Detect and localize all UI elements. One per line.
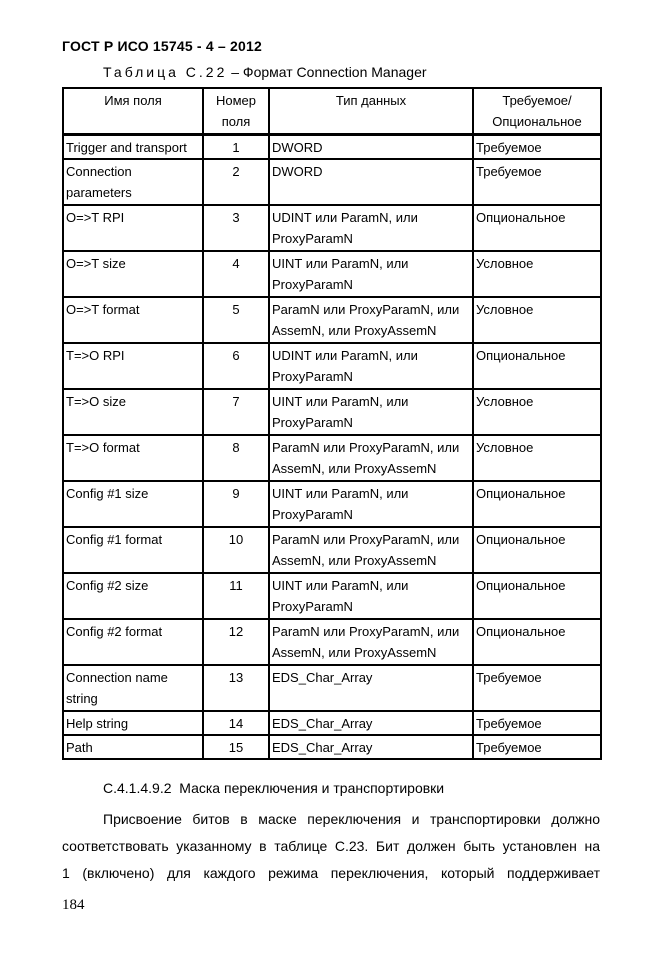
cell-data-type: UINT или ParamN, или ProxyParamN [268,572,474,620]
table-row: Config #2 format 12 ParamN или ProxyPara… [62,618,602,666]
table-row: Connection name string 13 EDS_Char_Array… [62,664,602,712]
table-row: T=>O format 8 ParamN или ProxyParamN, ил… [62,434,602,482]
connection-manager-format-table: Имя поля Номер поля Тип данных Требуемое… [62,87,602,760]
cell-field-number: 13 [202,664,270,712]
cell-requirement: Требуемое [472,710,602,736]
cell-requirement: Требуемое [472,664,602,712]
cell-field-name: Help string [62,710,204,736]
table-row: O=>T RPI 3 UDINT или ParamN, или ProxyPa… [62,204,602,252]
table-row: Trigger and transport 1 DWORD Требуемое [62,133,602,160]
cell-requirement: Опциональное [472,342,602,390]
table-row: Connection parameters 2 DWORD Требуемое [62,158,602,206]
cell-field-name: Config #2 size [62,572,204,620]
table-row: T=>O RPI 6 UDINT или ParamN, или ProxyPa… [62,342,602,390]
cell-data-type: ParamN или ProxyParamN, или AssemN, или … [268,526,474,574]
cell-field-number: 4 [202,250,270,298]
table-caption-text: – Формат Connection Manager [227,64,427,80]
cell-field-number: 3 [202,204,270,252]
cell-requirement: Требуемое [472,734,602,760]
cell-data-type: UINT или ParamN, или ProxyParamN [268,388,474,436]
cell-data-type: ParamN или ProxyParamN, или AssemN, или … [268,618,474,666]
cell-data-type: UINT или ParamN, или ProxyParamN [268,480,474,528]
table-row: Config #1 size 9 UINT или ParamN, или Pr… [62,480,602,528]
cell-requirement: Опциональное [472,480,602,528]
cell-field-name: Config #1 format [62,526,204,574]
cell-field-number: 15 [202,734,270,760]
table-caption: Таблица С.22 – Формат Connection Manager [103,64,661,81]
cell-requirement: Опциональное [472,526,602,574]
cell-data-type: EDS_Char_Array [268,710,474,736]
paragraph-line: соответствовать указанному в таблице С.2… [62,838,600,854]
cell-field-name: T=>O RPI [62,342,204,390]
cell-field-name: Trigger and transport [62,133,204,160]
cell-field-name: Path [62,734,204,760]
table-header-row: Имя поля Номер поля Тип данных Требуемое… [62,87,602,136]
cell-field-name: Config #2 format [62,618,204,666]
cell-data-type: ParamN или ProxyParamN, или AssemN, или … [268,296,474,344]
cell-requirement: Условное [472,296,602,344]
cell-field-name: Connection name string [62,664,204,712]
cell-field-name: T=>O size [62,388,204,436]
cell-data-type: EDS_Char_Array [268,734,474,760]
cell-requirement: Условное [472,434,602,482]
table-row: Path 15 EDS_Char_Array Требуемое [62,734,602,760]
cell-field-number: 11 [202,572,270,620]
cell-data-type: DWORD [268,158,474,206]
cell-field-name: T=>O format [62,434,204,482]
cell-field-number: 7 [202,388,270,436]
document-page: ГОСТ Р ИСО 15745 - 4 – 2012 Таблица С.22… [0,38,661,974]
paragraph-line: Присвоение битов в маске переключения и … [103,811,600,827]
table-row: O=>T format 5 ParamN или ProxyParamN, ил… [62,296,602,344]
cell-field-number: 10 [202,526,270,574]
cell-field-name: O=>T format [62,296,204,344]
cell-field-name: Connection parameters [62,158,204,206]
cell-requirement: Требуемое [472,158,602,206]
cell-requirement: Условное [472,388,602,436]
cell-requirement: Требуемое [472,133,602,160]
table-row: O=>T size 4 UINT или ParamN, или ProxyPa… [62,250,602,298]
table-row: Config #2 size 11 UINT или ParamN, или P… [62,572,602,620]
table-row: Config #1 format 10 ParamN или ProxyPara… [62,526,602,574]
cell-field-name: O=>T RPI [62,204,204,252]
cell-data-type: ParamN или ProxyParamN, или AssemN, или … [268,434,474,482]
cell-field-name: Config #1 size [62,480,204,528]
cell-field-name: O=>T size [62,250,204,298]
table-row: T=>O size 7 UINT или ParamN, или ProxyPa… [62,388,602,436]
column-header-field-name: Имя поля [62,87,204,136]
table-row: Help string 14 EDS_Char_Array Требуемое [62,710,602,736]
cell-requirement: Опциональное [472,204,602,252]
cell-data-type: EDS_Char_Array [268,664,474,712]
cell-requirement: Опциональное [472,618,602,666]
cell-data-type: UINT или ParamN, или ProxyParamN [268,250,474,298]
cell-data-type: DWORD [268,133,474,160]
cell-field-number: 2 [202,158,270,206]
cell-field-number: 12 [202,618,270,666]
page-number: 184 [62,897,85,913]
table-caption-label: Таблица С.22 [103,64,228,80]
column-header-requirement: Требуемое/ Опциональное [472,87,602,136]
section-heading: С.4.1.4.9.2 Маска переключения и транспо… [103,780,445,796]
cell-requirement: Опциональное [472,572,602,620]
cell-data-type: UDINT или ParamN, или ProxyParamN [268,342,474,390]
cell-field-number: 1 [202,133,270,160]
cell-field-number: 8 [202,434,270,482]
cell-field-number: 9 [202,480,270,528]
doc-header: ГОСТ Р ИСО 15745 - 4 – 2012 [62,38,262,54]
cell-data-type: UDINT или ParamN, или ProxyParamN [268,204,474,252]
body-paragraph: Присвоение битов в маске переключения и … [62,806,600,887]
cell-field-number: 6 [202,342,270,390]
column-header-field-number: Номер поля [202,87,270,136]
paragraph-line: 1 (включено) для каждого режима переключ… [62,865,600,881]
column-header-data-type: Тип данных [268,87,474,136]
cell-requirement: Условное [472,250,602,298]
cell-field-number: 14 [202,710,270,736]
cell-field-number: 5 [202,296,270,344]
